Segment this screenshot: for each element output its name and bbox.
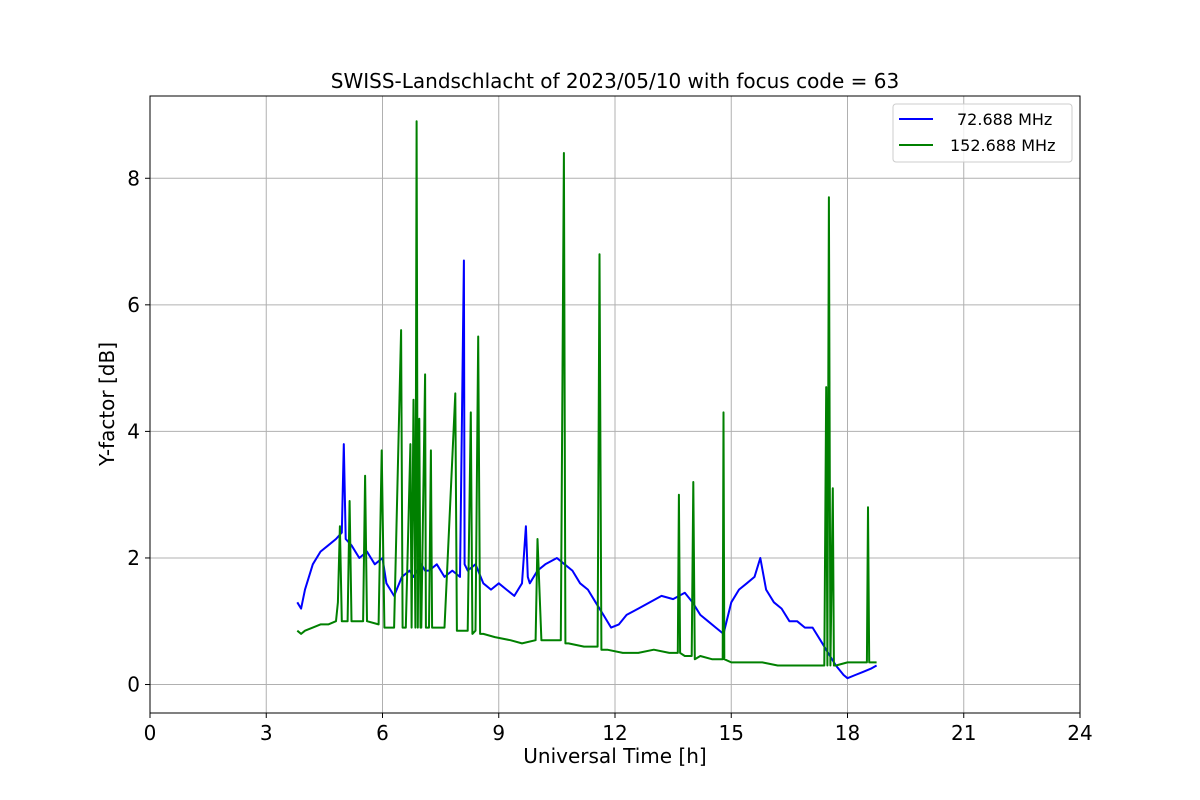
y-tick-label: 6 [127,293,140,317]
x-tick-label: 21 [951,721,976,745]
legend: 72.688 MHz 152.688 MHz [892,103,1073,163]
y-tick-label: 8 [127,166,140,190]
y-tick-label: 4 [127,419,140,443]
legend-label-152-688: 152.688 MHz [950,136,1055,155]
series-line-72-688-mhz [296,259,878,680]
x-axis-label: Universal Time [h] [523,744,706,768]
x-tick-label: 3 [260,721,273,745]
x-tick-label: 6 [376,721,389,745]
x-tick-label: 18 [835,721,860,745]
legend-label-72-688: 72.688 MHz [957,110,1052,129]
x-tick-label: 24 [1067,721,1092,745]
x-tick-label: 12 [602,721,627,745]
x-tick-label: 9 [492,721,505,745]
x-tick-label: 15 [719,721,744,745]
series-line-152-688-mhz [296,120,877,667]
data-series [296,120,878,680]
legend-box [892,103,1073,163]
chart-title: SWISS-Landschlacht of 2023/05/10 with fo… [331,69,899,93]
y-axis-label: Y-factor [dB] [95,342,119,467]
y-tick-label: 0 [127,673,140,697]
y-tick-label: 2 [127,546,140,570]
x-tick-label: 0 [144,721,157,745]
